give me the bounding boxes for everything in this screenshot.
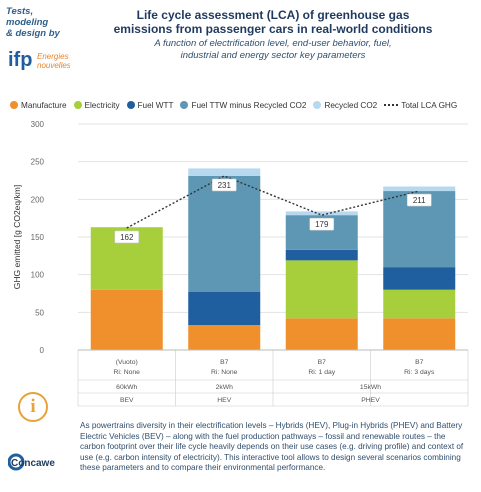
bar-segment-1-2 <box>188 291 261 326</box>
concawe-logo-word: Concawe <box>11 458 55 469</box>
bar-segment-1-3 <box>188 175 261 292</box>
total-label-box-0 <box>114 230 140 244</box>
category-recharge-2: Ri: 1 day <box>308 369 335 376</box>
bar-segment-1-0 <box>188 325 261 350</box>
total-label-1: 231 <box>218 181 232 190</box>
description-text: As powertrains diversity in their electr… <box>80 421 464 473</box>
legend-label-3: Fuel TTW minus Recycled CO2 <box>191 100 307 110</box>
category-recharge-1: Ri: None <box>211 369 238 376</box>
title-line-1: Life cycle assessment (LCA) of greenhous… <box>136 8 410 22</box>
legend-item-3: Fuel TTW minus Recycled CO2 <box>180 101 306 110</box>
legend-dash-total <box>384 104 399 106</box>
info-icon: i <box>18 392 48 422</box>
bar-segment-1-4 <box>188 168 261 176</box>
bar-segment-2-2 <box>285 249 358 261</box>
subtitle-line-2: industrial and energy sector key paramet… <box>180 49 366 61</box>
legend-item-0: Manufacture <box>10 101 67 110</box>
y-tick-label-3: 150 <box>31 233 45 242</box>
category-powertrain-1: HEV <box>217 397 231 404</box>
legend-item-total: Total LCA GHG <box>384 101 457 110</box>
legend-swatch-3 <box>180 101 189 109</box>
legend-swatch-1 <box>73 101 82 109</box>
category-fuel-0: (Vuoto) <box>116 359 138 366</box>
category-fuel-2: B7 <box>318 359 327 366</box>
total-label-box-3 <box>406 193 432 207</box>
ifp-logo-mark: ifp <box>8 49 32 71</box>
bar-segment-0-0 <box>90 289 163 350</box>
category-powertrain-2: PHEV <box>361 397 380 404</box>
y-tick-label-6: 300 <box>31 120 45 129</box>
category-battery-2: 15kWh <box>360 384 381 391</box>
total-label-3: 211 <box>413 196 426 205</box>
total-line <box>126 175 420 229</box>
legend-swatch-2 <box>126 101 135 109</box>
chart-legend: Manufacture Electricity Fuel WTT Fuel TTW m… <box>10 98 480 112</box>
bar-segment-2-4 <box>285 211 358 216</box>
legend-item-1: Electricity <box>73 100 120 110</box>
y-tick-label-5: 250 <box>31 158 45 167</box>
bar-segment-2-0 <box>285 318 358 350</box>
concawe-logo: Concawe <box>8 453 55 471</box>
total-label-2: 179 <box>315 220 329 229</box>
concawe-logo-ring <box>8 453 25 471</box>
category-recharge-0: Ri: None <box>114 369 141 376</box>
bar-segment-3-4 <box>383 186 456 192</box>
category-battery-0: 60kWh <box>116 384 137 391</box>
tagline-line-1: Tests, modeling <box>6 6 49 28</box>
chart-title: Life cycle assessment (LCA) of greenhous… <box>88 8 458 36</box>
subtitle-line-1: A function of electrification level, end… <box>154 38 392 49</box>
y-tick-label-2: 100 <box>31 271 45 280</box>
legend-swatch-4 <box>313 101 322 109</box>
total-label-box-1 <box>211 178 237 192</box>
category-recharge-3: Ri: 3 days <box>404 369 435 376</box>
title-line-2: emissions from passenger cars in real-wo… <box>113 22 433 36</box>
tagline: Tests, modeling & design by <box>6 6 76 39</box>
total-label-box-2 <box>309 217 335 231</box>
legend-label-2: Fuel WTT <box>137 100 174 110</box>
y-tick-label-1: 50 <box>35 308 44 317</box>
legend-item-2: Fuel WTT <box>126 100 174 110</box>
legend-label-4: Recycled CO2 <box>324 100 378 110</box>
y-tick-label-4: 200 <box>31 195 45 204</box>
bar-segment-3-0 <box>383 318 456 350</box>
bar-segment-2-1 <box>285 260 358 319</box>
ifp-logo-word-2: nouvelles <box>37 61 70 70</box>
legend-item-4: Recycled CO2 <box>313 101 377 110</box>
total-label-0: 162 <box>120 233 134 242</box>
stacked-bar-chart: 0 50 100 150 200 250 300 GHG emitted [g CO2eq/k… <box>12 120 469 407</box>
category-powertrain-0: BEV <box>120 397 134 404</box>
bar-segment-3-1 <box>383 289 456 319</box>
category-fuel-1: B7 <box>220 359 229 366</box>
legend-label-0: Manufacture <box>21 100 67 110</box>
ifp-energies-nouvelles-logo: ifp Energies nouvelles <box>8 49 70 71</box>
tagline-line-2: & design by <box>6 28 60 39</box>
legend-swatch-0 <box>10 101 18 109</box>
category-battery-1: 2kWh <box>216 384 234 391</box>
y-tick-label-0: 0 <box>40 346 45 355</box>
category-fuel-3: B7 <box>415 359 424 366</box>
bar-segment-3-2 <box>383 267 456 290</box>
ifp-logo-word-1: Energies <box>37 52 69 61</box>
y-axis-label: GHG emitted [g CO2eq/km] <box>12 185 22 289</box>
legend-label-total: Total LCA GHG <box>401 100 458 110</box>
chart-subtitle: A function of electrification level, end… <box>88 38 458 61</box>
legend-label-1: Electricity <box>84 100 120 110</box>
